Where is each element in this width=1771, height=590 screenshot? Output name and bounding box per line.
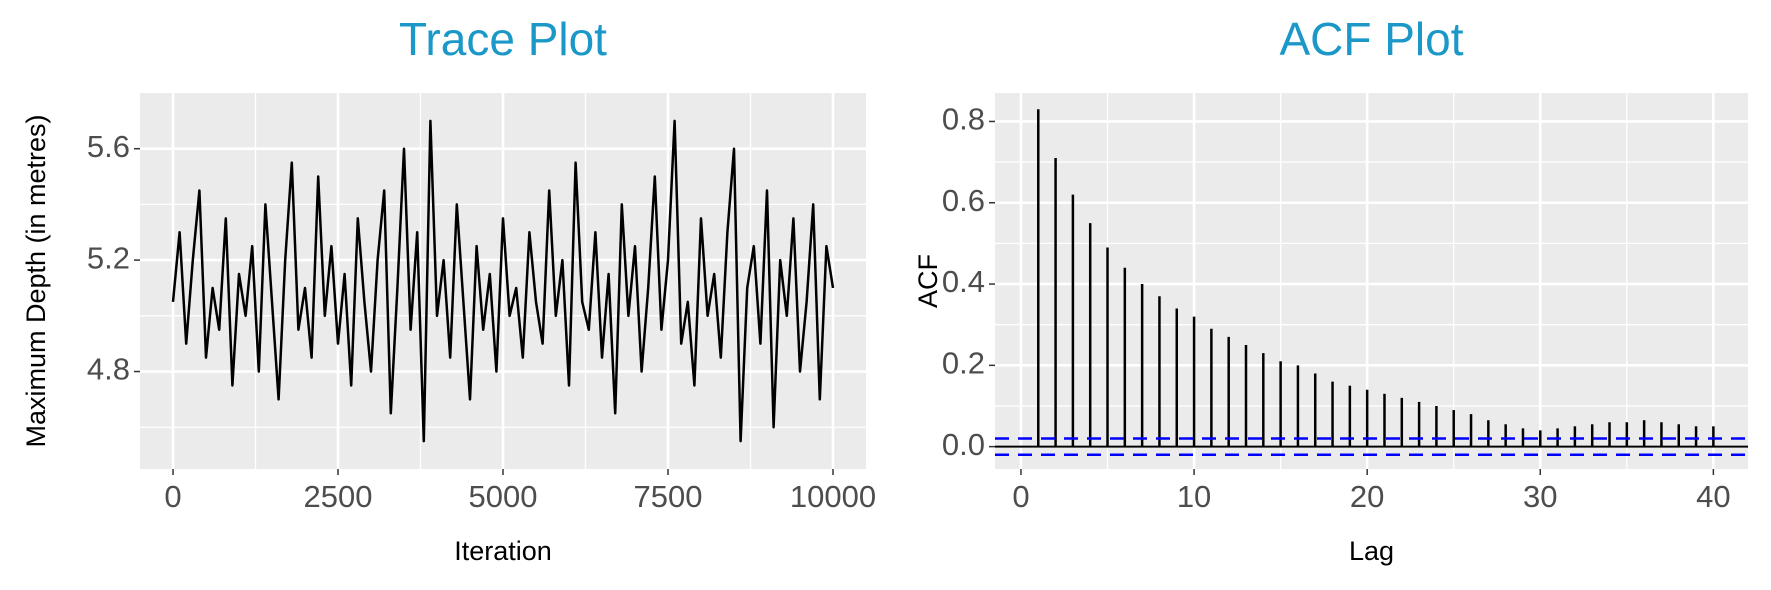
x-tick-label: 20 [1350, 479, 1384, 514]
y-tick-label: 0.8 [942, 102, 985, 137]
x-tick-label: 0 [164, 479, 181, 514]
x-tick-label: 2500 [304, 479, 373, 514]
y-tick-label: 0.4 [942, 264, 985, 299]
y-tick-label: 4.8 [87, 352, 130, 387]
y-axis-title: ACF [913, 254, 943, 308]
y-tick-label: 5.2 [87, 240, 130, 275]
y-tick-label: 5.6 [87, 129, 130, 164]
x-tick-label: 5000 [469, 479, 538, 514]
x-tick-label: 40 [1696, 479, 1730, 514]
x-axis-title: Iteration [454, 536, 552, 566]
chart-title: ACF Plot [1279, 13, 1463, 65]
y-tick-label: 0.0 [942, 427, 985, 462]
x-tick-label: 10 [1177, 479, 1211, 514]
trace-line [171, 119, 835, 443]
x-tick-label: 30 [1523, 479, 1557, 514]
y-tick-label: 0.6 [942, 183, 985, 218]
x-tick-label: 10000 [790, 479, 876, 514]
y-tick-label: 0.2 [942, 346, 985, 381]
y-axis-title: Maximum Depth (in metres) [21, 114, 51, 447]
chart-title: Trace Plot [399, 13, 607, 65]
x-tick-label: 7500 [634, 479, 703, 514]
x-axis-title: Lag [1349, 536, 1394, 566]
x-tick-label: 0 [1012, 479, 1029, 514]
